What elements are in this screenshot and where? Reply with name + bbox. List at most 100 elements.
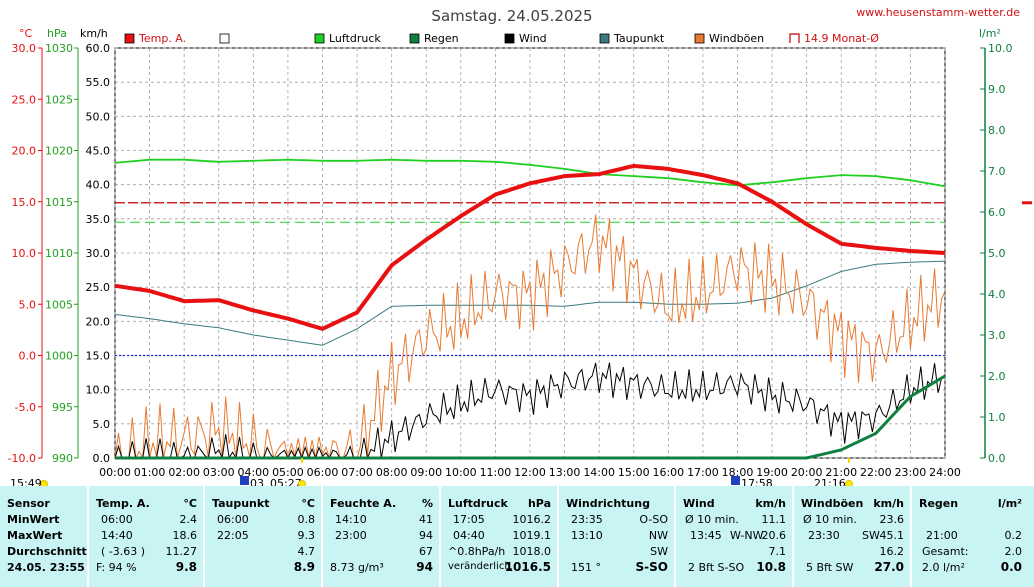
time-tick-label: 18:00 xyxy=(722,466,754,479)
col-rain: Regen l/m² 21:00 0.2 Gesamt: 2.0 2.0 l/m… xyxy=(912,486,1034,587)
rain-current-value: 0.0 xyxy=(1000,560,1022,574)
dir-header: Windrichtung xyxy=(566,497,650,510)
temp-tick-label: 20.0 xyxy=(12,145,37,158)
time-tick-label: 21:00 xyxy=(825,466,857,479)
wind-tick-label: 5.0 xyxy=(93,418,111,431)
pressure-tick-label: 1030 xyxy=(45,42,73,55)
col-dewpoint: Taupunkt °C 06:00 0.8 22:05 9.3 4.7 8.9 xyxy=(205,486,323,587)
pressure-tick-label: 1000 xyxy=(45,350,73,363)
col-temp: Temp. A. °C 06:00 2.4 14:40 18.6 ( -3.63… xyxy=(89,486,205,587)
press-min-time: 17:05 xyxy=(453,513,485,526)
rain-unit: l/m² xyxy=(997,497,1022,510)
rain-tick-label: 3.0 xyxy=(988,329,1006,342)
sunrise-icon xyxy=(298,480,306,486)
gust-current-value: 27.0 xyxy=(874,560,904,574)
hum-min-time: 14:10 xyxy=(335,513,367,526)
time-tick-label: 19:00 xyxy=(756,466,788,479)
time-tick-label: 04:00 xyxy=(237,466,269,479)
legend-label: 14.9 Monat-Ø xyxy=(804,32,879,45)
time-tick-label: 07:00 xyxy=(341,466,373,479)
site-url: www.heusenstamm-wetter.de xyxy=(856,6,1020,19)
dir-min-time: 23:35 xyxy=(571,513,603,526)
col-wind-direction: Windrichtung 23:35 O-SO 13:10 NW SW 151 … xyxy=(559,486,676,587)
col-gusts: Windböen km/h Ø 10 min. 23.6 23:30 SW 45… xyxy=(794,486,912,587)
hum-avg-value: 67 xyxy=(419,545,433,558)
series-dewpoint xyxy=(114,260,946,346)
dir-max-time: 13:10 xyxy=(571,529,603,542)
current-date: 24.05. 23:55 xyxy=(7,561,85,574)
temp-tick-label: -10.0 xyxy=(8,452,36,465)
moonset-icon xyxy=(731,476,740,485)
legend-label: Regen xyxy=(424,32,459,45)
legend-swatch xyxy=(694,33,705,44)
sunrise-left-label: 15:49 xyxy=(10,477,42,486)
time-tick-label: 05:00 xyxy=(272,466,304,479)
legend-item: Temp. A. xyxy=(124,32,186,45)
temp-min-value: 2.4 xyxy=(179,513,198,526)
wind-current-value: 10.8 xyxy=(756,560,786,574)
press-trend-arrow: ↓ xyxy=(504,560,515,574)
legend: Temp. A. Luftdruck Regen Wind Taupunkt Windbö… xyxy=(124,32,879,45)
rain-tick-label: 6.0 xyxy=(988,206,1006,219)
time-tick-label: 10:00 xyxy=(445,466,477,479)
wind-tick-label: 40.0 xyxy=(86,179,111,192)
wind-tick-label: 25.0 xyxy=(86,281,111,294)
wind-tick-label: 55.0 xyxy=(86,76,111,89)
time-tick-label: 15:00 xyxy=(618,466,650,479)
gust-header: Windböen xyxy=(801,497,864,510)
rain-tick-label: 7.0 xyxy=(988,165,1006,178)
temp-current-value: 9.8 xyxy=(175,560,197,574)
legend-item: Luftdruck xyxy=(314,32,381,45)
wind-tick-label: 45.0 xyxy=(86,145,111,158)
wind-tick-label: 15.0 xyxy=(86,350,111,363)
legend-swatch xyxy=(504,33,515,44)
moon-label: 03 xyxy=(250,477,264,486)
rain-current-sum: 2.0 l/m² xyxy=(922,561,965,574)
press-max-time: 04:40 xyxy=(453,529,485,542)
wind-avg10-label: Ø 10 min. xyxy=(685,513,739,526)
legend-swatch xyxy=(789,33,800,43)
legend-item: Windböen xyxy=(694,32,764,45)
time-tick-label: 00:00 xyxy=(99,466,131,479)
series-pressure xyxy=(114,158,946,188)
wind-tick-label: 20.0 xyxy=(86,315,111,328)
sunset-label: 21:16 xyxy=(814,477,846,486)
series-gusts xyxy=(114,214,946,460)
time-tick-label: 11:00 xyxy=(480,466,512,479)
hum-min-value: 41 xyxy=(419,513,433,526)
series-rain xyxy=(115,374,946,460)
dir-current-degrees: 151 ° xyxy=(571,561,601,574)
sunrise-label: 05:27 xyxy=(270,477,302,486)
legend-label: Luftdruck xyxy=(329,32,381,45)
temp-tick-label: 0.0 xyxy=(19,350,37,363)
temp-current-humidity: F: 94 % xyxy=(96,561,137,574)
dir-max-value: NW xyxy=(648,529,668,542)
pressure-tick-label: 990 xyxy=(52,452,73,465)
weather-chart: Samstag. 24.05.2025 www.heusenstamm-wett… xyxy=(7,6,1032,486)
plot-grid xyxy=(114,47,946,459)
temp-tick-label: 30.0 xyxy=(12,42,37,55)
wind-tick-label: 35.0 xyxy=(86,213,111,226)
temp-avg-deviation: ( -3.63 ) xyxy=(101,545,146,558)
unit-pressure: hPa xyxy=(47,27,67,40)
series-temperature xyxy=(114,163,946,331)
dew-max-value: 9.3 xyxy=(297,529,316,542)
press-header: Luftdruck xyxy=(448,497,508,510)
hum-abs-humidity: 8.73 g/m³ xyxy=(330,561,384,574)
temp-tick-label: -5.0 xyxy=(15,401,36,414)
rain-total-label: Gesamt: xyxy=(922,545,969,558)
wind-max-direction: W-NW xyxy=(730,529,764,542)
temp-tick-label: 25.0 xyxy=(12,93,37,106)
time-tick-label: 13:00 xyxy=(549,466,581,479)
wind-tick-label: 30.0 xyxy=(86,247,111,260)
rain-max-value: 0.2 xyxy=(1004,529,1023,542)
temp-header: Temp. A. xyxy=(96,497,150,510)
sun-icon xyxy=(40,480,48,486)
sensor-title: Sensor xyxy=(7,497,50,510)
time-tick-label: 08:00 xyxy=(376,466,408,479)
rain-tick-label: 0.0 xyxy=(988,452,1006,465)
time-tick-label: 01:00 xyxy=(134,466,166,479)
time-tick-label: 20:00 xyxy=(791,466,823,479)
hum-unit: % xyxy=(421,497,433,510)
unit-wind: km/h xyxy=(80,27,108,40)
